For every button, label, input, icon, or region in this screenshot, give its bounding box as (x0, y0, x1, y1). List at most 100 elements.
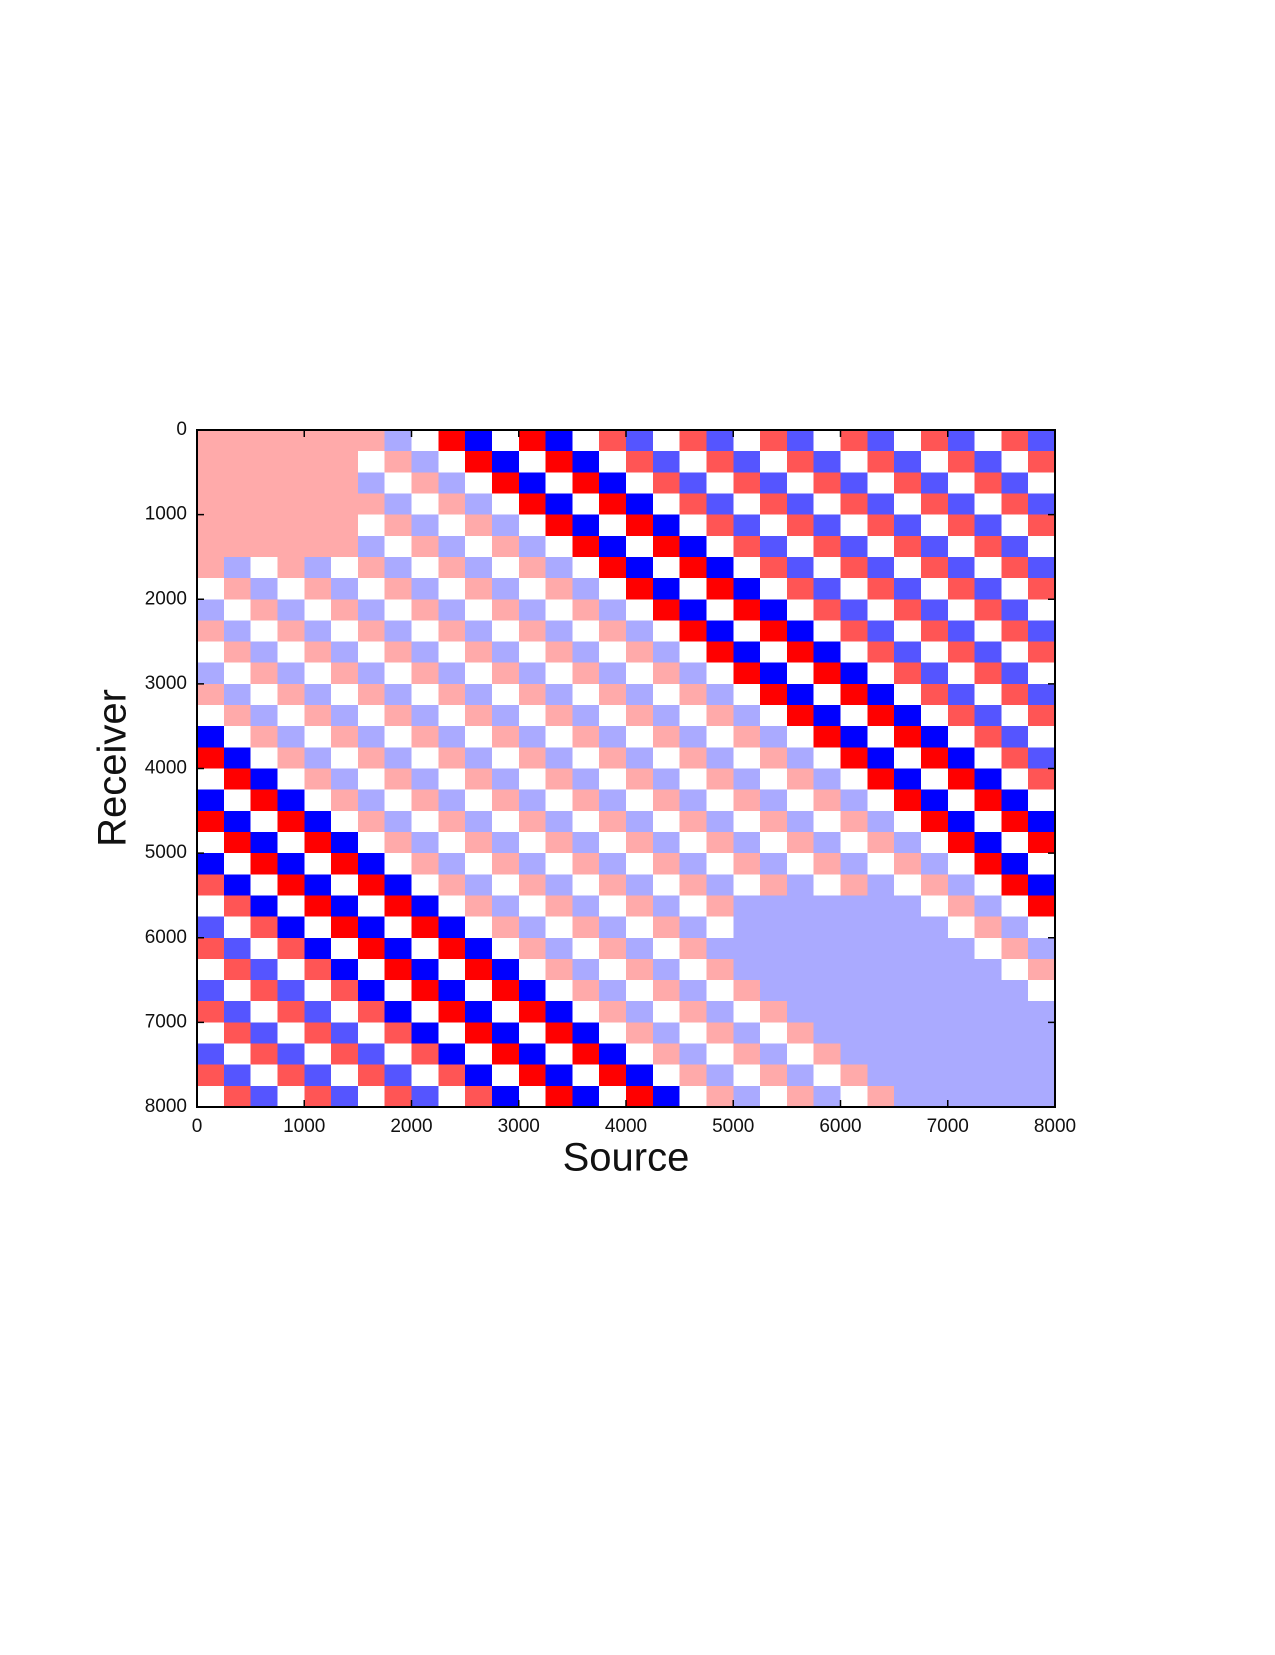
heatmap-cell (760, 705, 788, 727)
heatmap-cell (572, 451, 600, 473)
heatmap-cell (304, 726, 332, 748)
heatmap-cell (277, 747, 305, 770)
heatmap-cell (599, 831, 627, 854)
heatmap-cell (491, 662, 520, 685)
heatmap-cell (518, 789, 547, 812)
heatmap-cell (867, 726, 895, 748)
heatmap-cell (1001, 1022, 1029, 1045)
heatmap-cell (411, 874, 439, 897)
heatmap-cell (277, 726, 305, 748)
heatmap-cell (384, 514, 413, 537)
heatmap-cell (545, 556, 573, 579)
heatmap-cell (760, 958, 788, 981)
heatmap-cell (384, 937, 413, 960)
heatmap-cell (384, 493, 413, 516)
heatmap-cell (626, 958, 654, 981)
heatmap-cell (250, 937, 279, 960)
heatmap-cell (867, 874, 895, 897)
heatmap-cell (384, 831, 413, 854)
heatmap-cell (1028, 1064, 1056, 1087)
heatmap-cell (304, 1043, 332, 1066)
heatmap-cell (465, 451, 493, 473)
heatmap-cell (465, 895, 493, 918)
heatmap-cell (572, 599, 600, 622)
heatmap-cell (894, 937, 922, 960)
heatmap-cell (599, 874, 627, 897)
heatmap-cell (438, 493, 466, 516)
heatmap-cell (733, 874, 761, 897)
heatmap-cell (626, 578, 654, 600)
heatmap-cell (197, 853, 225, 875)
heatmap-cell (813, 1043, 842, 1066)
heatmap-cell (626, 768, 654, 791)
heatmap-cell (304, 937, 332, 960)
heatmap-cell (920, 620, 949, 643)
heatmap-cell (331, 895, 359, 918)
heatmap-cell (518, 1043, 547, 1066)
heatmap-cell (357, 895, 386, 918)
heatmap-cell (491, 768, 520, 791)
heatmap-cell (786, 895, 815, 918)
heatmap-cell (304, 1001, 332, 1023)
heatmap-cell (599, 1064, 627, 1087)
heatmap-cell (331, 599, 359, 622)
heatmap-cell (760, 535, 788, 558)
heatmap-cell (357, 789, 386, 812)
heatmap-cell (974, 705, 1002, 727)
heatmap-cell (626, 1085, 654, 1108)
heatmap-cell (438, 578, 466, 600)
heatmap-cell (572, 514, 600, 537)
heatmap-cell (733, 430, 761, 452)
heatmap-cell (465, 1085, 493, 1108)
heatmap-cell (920, 810, 949, 833)
heatmap-cell (894, 705, 922, 727)
heatmap-cell (545, 810, 573, 833)
heatmap-cell (357, 705, 386, 727)
heatmap-cell (223, 514, 252, 537)
heatmap-cell (599, 726, 627, 748)
heatmap-cell (760, 578, 788, 600)
heatmap-cell (384, 556, 413, 579)
heatmap-cell (304, 683, 332, 706)
heatmap-cell (572, 874, 600, 897)
heatmap-cell (1028, 620, 1056, 643)
heatmap-cell (223, 556, 252, 579)
heatmap-cell (384, 768, 413, 791)
heatmap-cell (652, 958, 681, 981)
heatmap-cell (679, 874, 708, 897)
heatmap-cell (947, 958, 976, 981)
heatmap-cell (867, 916, 895, 939)
heatmap-cell (706, 662, 734, 685)
heatmap-cell (733, 1022, 761, 1045)
heatmap-cell (733, 1085, 761, 1108)
heatmap-cell (786, 451, 815, 473)
heatmap-cell (733, 958, 761, 981)
heatmap-cell (357, 493, 386, 516)
heatmap-cell (652, 747, 681, 770)
heatmap-cell (947, 430, 976, 452)
heatmap-cell (1001, 705, 1029, 727)
heatmap-cell (1001, 874, 1029, 897)
heatmap-cell (438, 810, 466, 833)
heatmap-cell (867, 747, 895, 770)
heatmap-cell (867, 810, 895, 833)
heatmap-cell (760, 472, 788, 495)
heatmap-cell (974, 620, 1002, 643)
heatmap-cell (357, 599, 386, 622)
heatmap-cell (491, 683, 520, 706)
heatmap-cell (438, 472, 466, 495)
heatmap-cell (947, 1001, 976, 1023)
heatmap-cell (411, 662, 439, 685)
heatmap-cell (1001, 895, 1029, 918)
heatmap-cell (894, 472, 922, 495)
heatmap-cell (357, 958, 386, 981)
y-tick-label: 7000 (145, 1011, 187, 1032)
heatmap-cell (384, 620, 413, 643)
heatmap-cell (894, 1064, 922, 1087)
heatmap-cell (652, 916, 681, 939)
heatmap-cell (491, 578, 520, 600)
heatmap-cell (304, 916, 332, 939)
heatmap-cell (411, 535, 439, 558)
heatmap-cell (947, 599, 976, 622)
